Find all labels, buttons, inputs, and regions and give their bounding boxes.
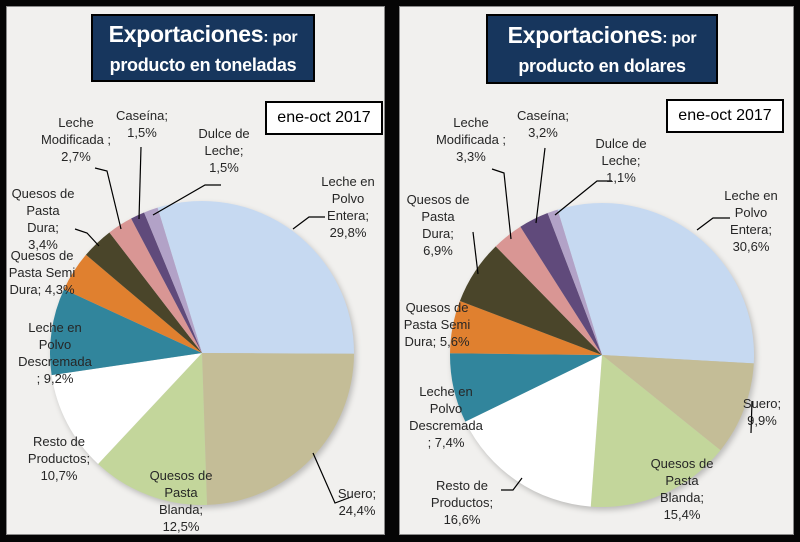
leader-line bbox=[292, 216, 325, 230]
pie-slice-caseina bbox=[520, 213, 602, 355]
pie-slice-quesos-de-pasta-dura bbox=[459, 246, 602, 355]
pie-label-resto-de-productos: Resto de Productos; 10,7% bbox=[27, 434, 91, 483]
pie-chart-dolares bbox=[450, 147, 755, 507]
pie-label-quesos-de-pasta-dura: Quesos de Pasta Dura; 6,9% bbox=[406, 192, 470, 258]
pie-label-quesos-de-pasta-blanda: Quesos de Pasta Blanda; 15,4% bbox=[650, 456, 714, 522]
title-line1: Exportaciones: por bbox=[488, 20, 716, 54]
pie-label-leche-en-polvo-descremada: Leche en Polvo Descremada ; 9,2% bbox=[18, 320, 92, 386]
pie-slices-group bbox=[50, 200, 355, 506]
pie-label-leche-modificada: Leche Modificada ; 3,3% bbox=[435, 115, 507, 164]
pie-label-resto-de-productos: Resto de Productos; 16,6% bbox=[430, 478, 494, 527]
pie-slice-leche-en-polvo-descremada bbox=[450, 353, 602, 422]
leader-line bbox=[152, 184, 221, 216]
title-line2: producto en toneladas bbox=[109, 54, 297, 75]
pie-slice-dulce-de-leche bbox=[144, 207, 202, 353]
pie-label-dulce-de-leche: Dulce de Leche; 1,1% bbox=[595, 136, 647, 185]
leader-line bbox=[472, 231, 479, 275]
pie-slice-caseina bbox=[131, 212, 202, 353]
pie-label-caseina: Caseína; 1,5% bbox=[115, 108, 169, 140]
title-main: Exportaciones bbox=[507, 21, 663, 48]
pie-label-leche-en-polvo-entera: Leche en Polvo Entera; 30,6% bbox=[724, 188, 778, 254]
leader-line bbox=[501, 477, 523, 491]
pie-slice-quesos-de-pasta-blanda bbox=[590, 355, 721, 507]
pie-slice-leche-en-polvo-descremada bbox=[50, 289, 203, 376]
pie-chart-toneladas bbox=[50, 146, 355, 506]
pie-label-quesos-de-pasta-dura: Quesos de Pasta Dura; 3,4% bbox=[11, 186, 75, 252]
pie-slice-suero bbox=[202, 353, 354, 505]
leader-line bbox=[491, 168, 512, 240]
title-suffix: : por bbox=[263, 28, 298, 46]
pie-slice-resto-de-productos bbox=[51, 353, 203, 464]
leader-line bbox=[94, 167, 122, 230]
leader-line bbox=[74, 228, 100, 247]
pie-label-leche-modificada: Leche Modificada ; 2,7% bbox=[40, 115, 112, 164]
leader-line bbox=[750, 400, 753, 434]
pie-label-leche-en-polvo-descremada: Leche en Polvo Descremada ; 7,4% bbox=[409, 384, 483, 450]
leader-line bbox=[554, 180, 612, 216]
leader-line bbox=[696, 217, 730, 231]
pie-label-caseina: Caseína; 3,2% bbox=[516, 108, 570, 140]
title-line2: producto en dolares bbox=[518, 55, 686, 76]
pie-slice-quesos-de-pasta-semi-dura bbox=[450, 301, 602, 355]
panel-dolares: Exportaciones: por producto en dolares e… bbox=[399, 6, 794, 535]
pie-slice-leche-modificada bbox=[495, 226, 602, 355]
chart-title-toneladas: Exportaciones: por producto en toneladas bbox=[91, 14, 315, 82]
pie-label-quesos-de-pasta-semi-dura: Quesos de Pasta Semi Dura; 5,6% bbox=[403, 300, 471, 349]
pie-slice-quesos-de-pasta-semi-dura bbox=[63, 254, 202, 353]
leader-line bbox=[138, 146, 142, 220]
pie-slice-suero bbox=[602, 355, 754, 451]
pie-slice-leche-en-polvo-entera bbox=[557, 202, 755, 364]
pie-slices-group bbox=[450, 202, 755, 507]
pie-slice-quesos-de-pasta-dura bbox=[85, 232, 202, 353]
pie-label-quesos-de-pasta-semi-dura: Quesos de Pasta Semi Dura; 4,3% bbox=[8, 248, 76, 297]
pie-slice-leche-modificada bbox=[109, 218, 202, 353]
pie-label-suero: Suero; 24,4% bbox=[337, 486, 377, 518]
pie-label-suero: Suero; 9,9% bbox=[742, 396, 782, 428]
panel-toneladas: Exportaciones: por producto en toneladas… bbox=[6, 6, 385, 535]
chart-title-dolares: Exportaciones: por producto en dolares bbox=[486, 14, 718, 84]
pie-label-quesos-de-pasta-blanda: Quesos de Pasta Blanda; 12,5% bbox=[149, 468, 213, 534]
leader-line bbox=[535, 147, 546, 224]
period-badge: ene-oct 2017 bbox=[666, 99, 784, 133]
pie-slice-resto-de-productos bbox=[465, 355, 602, 507]
leader-line bbox=[312, 452, 352, 504]
title-main: Exportaciones bbox=[108, 20, 264, 47]
pie-label-dulce-de-leche: Dulce de Leche; 1,5% bbox=[198, 126, 250, 175]
pie-slice-dulce-de-leche bbox=[547, 209, 602, 355]
pie-slice-quesos-de-pasta-blanda bbox=[98, 353, 207, 506]
period-badge: ene-oct 2017 bbox=[265, 101, 383, 135]
pie-label-leche-en-polvo-entera: Leche en Polvo Entera; 29,8% bbox=[321, 174, 375, 240]
title-suffix: : por bbox=[662, 29, 697, 47]
pie-slice-leche-en-polvo-entera bbox=[157, 200, 355, 354]
title-line1: Exportaciones: por bbox=[93, 19, 313, 53]
